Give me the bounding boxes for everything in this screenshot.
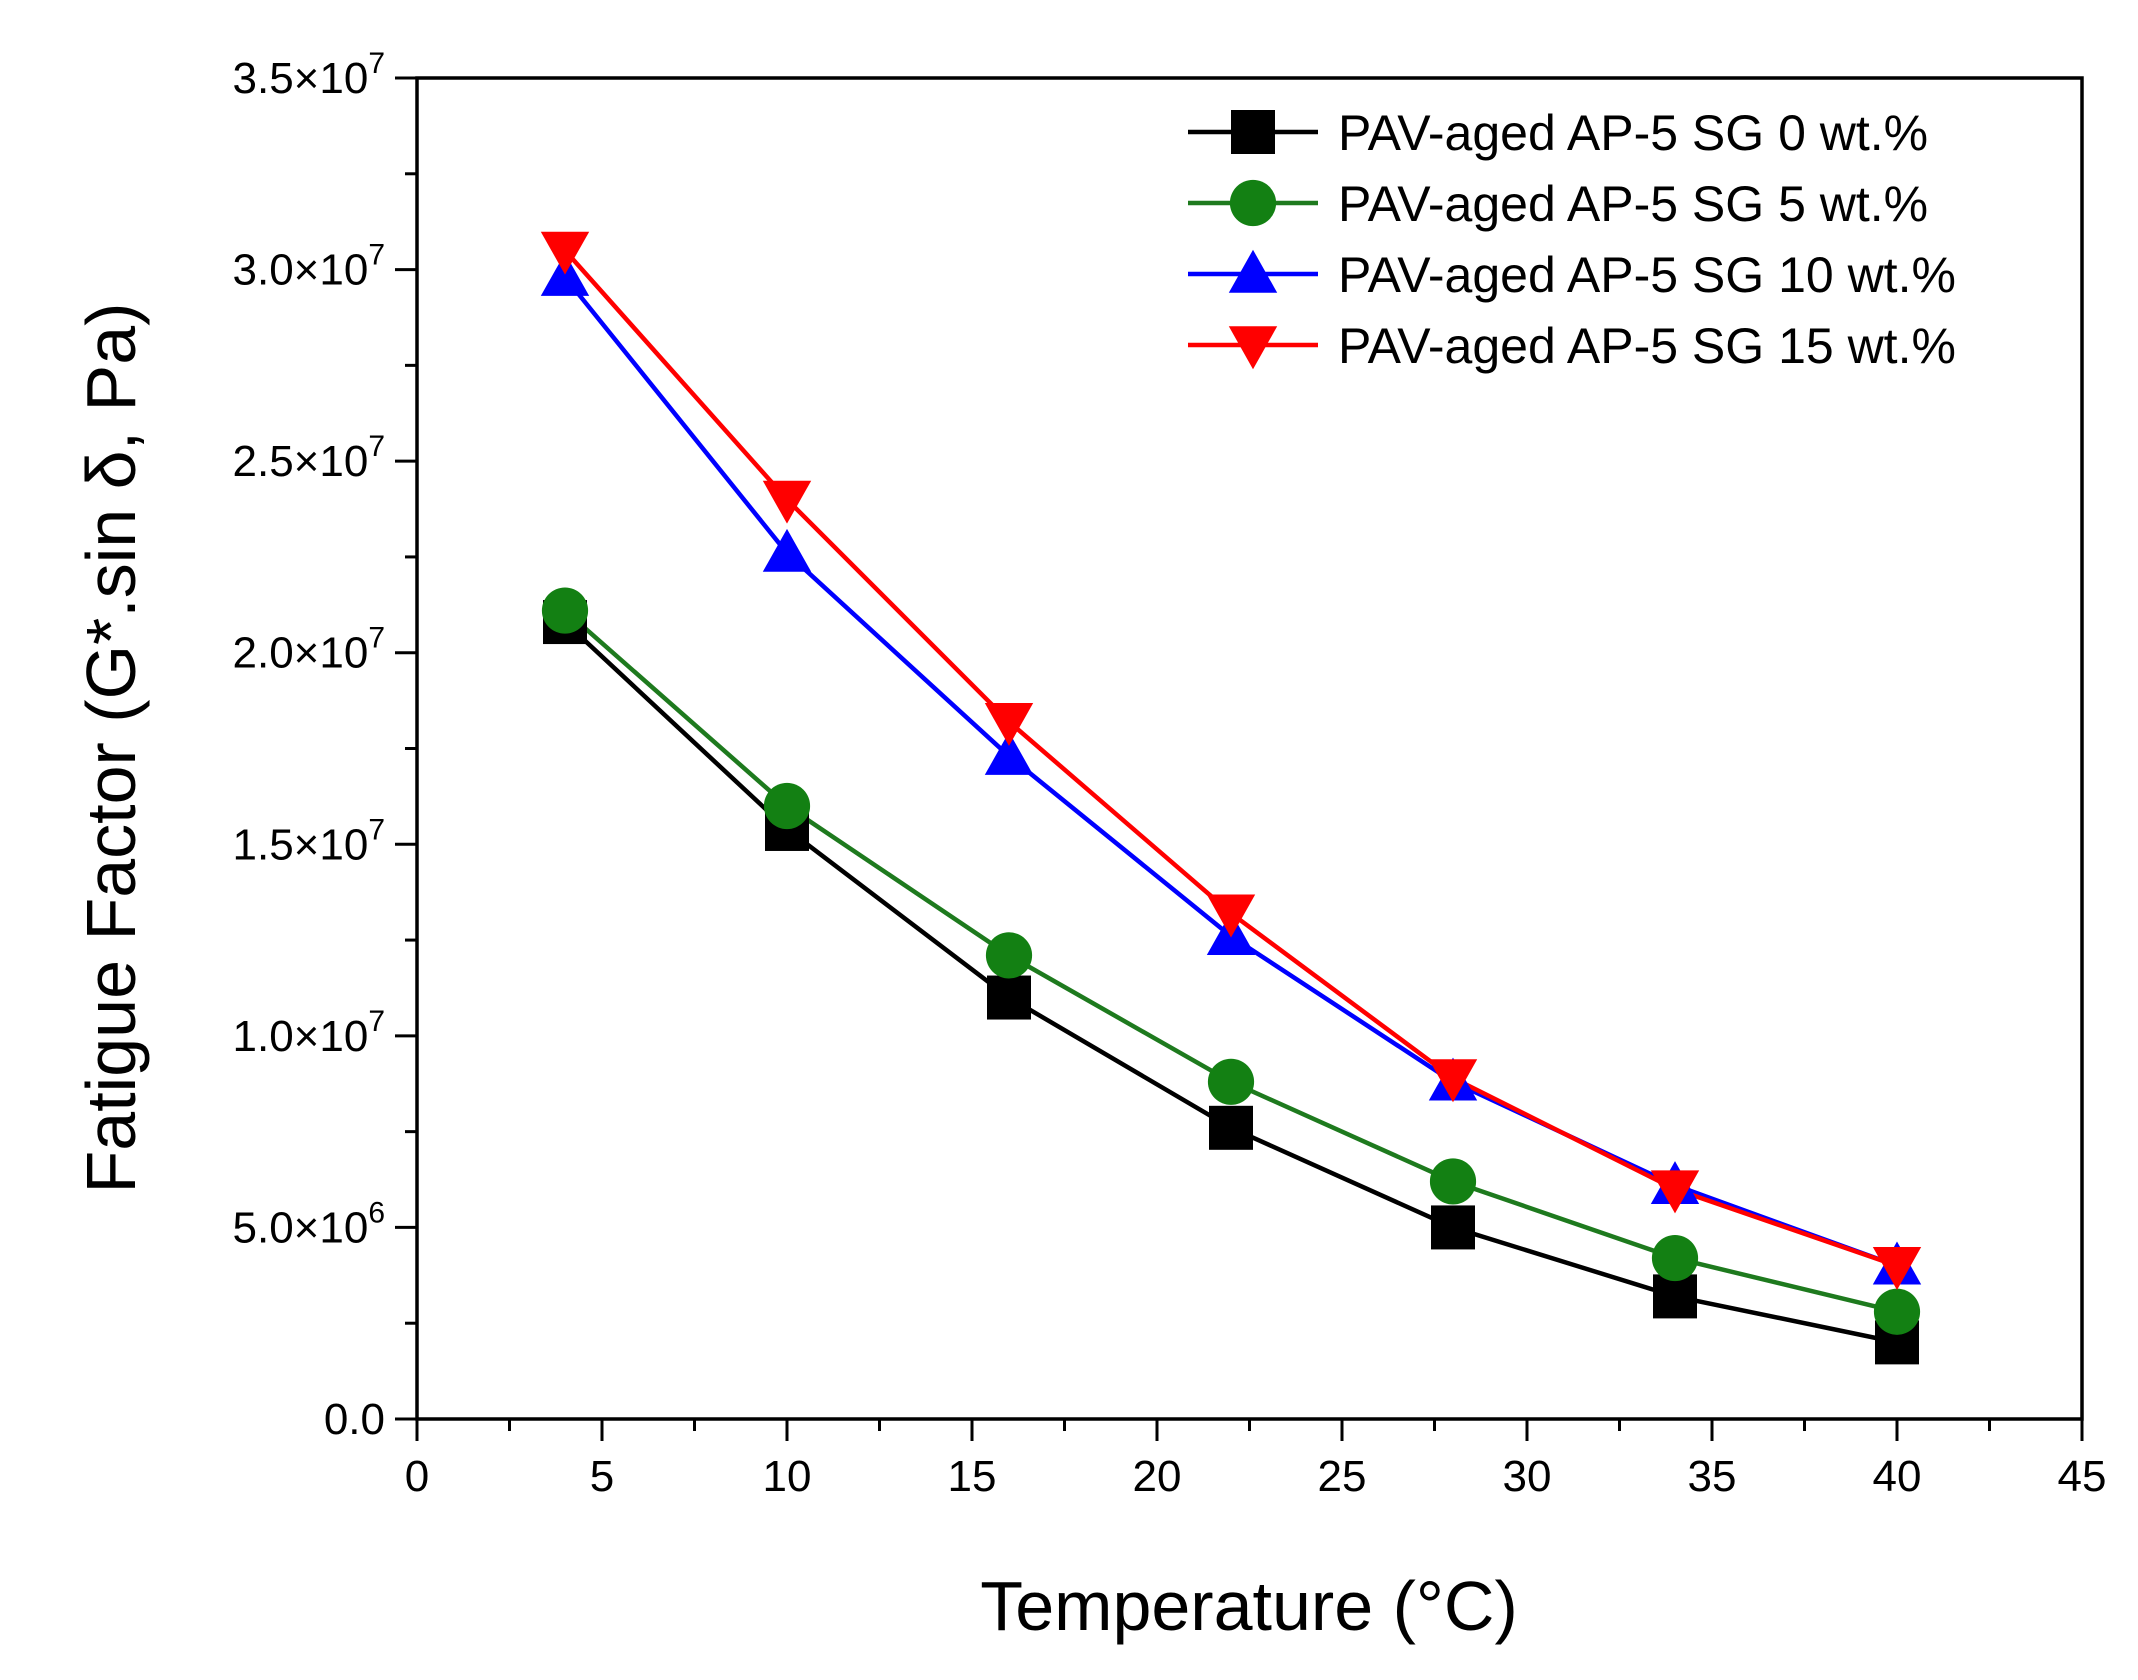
data-point-3 (762, 480, 812, 524)
y-axis-title: Fatigue Factor (G*.sin δ, Pa) (72, 303, 150, 1194)
data-point-0 (1209, 1105, 1253, 1150)
legend-marker (1228, 249, 1278, 293)
y-axis-ticks: 0.0 5.0×106 1.0×107 1.5×107 2.0×107 2.5×107 3.… (233, 47, 417, 1444)
y-tick-label: 1.0×107 (233, 1005, 386, 1061)
legend-label: PAV-aged AP-5 SG 0 wt.% (1338, 105, 1928, 161)
x-tick-label: 5 (590, 1452, 614, 1501)
x-tick-label: 10 (763, 1452, 812, 1501)
x-tick-label: 45 (2058, 1452, 2107, 1501)
data-point-0 (1431, 1205, 1475, 1250)
legend-marker (1229, 179, 1277, 227)
legend-label: PAV-aged AP-5 SG 5 wt.% (1338, 176, 1928, 232)
legend-marker (1228, 326, 1278, 370)
y-tick-label: 1.5×107 (233, 813, 386, 869)
data-point-1 (763, 782, 811, 830)
y-tick-label: 2.5×107 (233, 430, 386, 486)
x-tick-label: 20 (1133, 1452, 1182, 1501)
y-tick-label: 5.0×106 (233, 1196, 386, 1252)
data-point-1 (541, 587, 589, 634)
x-tick-label: 25 (1318, 1452, 1367, 1501)
x-tick-label: 0 (405, 1452, 429, 1501)
data-point-1 (1207, 1058, 1255, 1105)
data-point-1 (985, 932, 1033, 979)
legend-marker (1231, 110, 1275, 154)
x-axis-title: Temperature (°C) (980, 1567, 1518, 1645)
data-point-3 (984, 702, 1034, 746)
x-tick-label: 40 (1873, 1452, 1922, 1501)
data-point-1 (1429, 1158, 1477, 1205)
x-tick-label: 35 (1688, 1452, 1737, 1501)
data-point-1 (1651, 1234, 1699, 1282)
legend-item-3: PAV-aged AP-5 SG 15 wt.% (1188, 318, 1956, 374)
x-axis-ticks: 0 5 10 15 20 25 30 35 40 45 (405, 1419, 2107, 1501)
legend-item-0: PAV-aged AP-5 SG 0 wt.% (1188, 105, 1928, 161)
y-tick-label: 2.0×107 (233, 622, 386, 678)
x-tick-label: 30 (1503, 1452, 1552, 1501)
legend-label: PAV-aged AP-5 SG 10 wt.% (1338, 247, 1956, 303)
legend-label: PAV-aged AP-5 SG 15 wt.% (1338, 318, 1956, 374)
data-point-1 (1873, 1288, 1921, 1335)
data-point-0 (1653, 1274, 1697, 1319)
legend: PAV-aged AP-5 SG 0 wt.% PAV-aged AP-5 SG … (1188, 105, 1956, 374)
x-tick-label: 15 (948, 1452, 997, 1501)
series-markers (540, 231, 1922, 1365)
data-point-3 (540, 231, 590, 275)
data-point-3 (1872, 1247, 1922, 1290)
data-point-2 (984, 731, 1034, 775)
data-point-3 (1428, 1059, 1478, 1103)
data-point-3 (1650, 1170, 1700, 1214)
data-point-2 (762, 528, 812, 572)
y-tick-label: 3.5×107 (233, 47, 386, 103)
data-point-3 (1206, 894, 1256, 938)
y-tick-label: 0.0 (324, 1395, 385, 1444)
legend-item-1: PAV-aged AP-5 SG 5 wt.% (1188, 176, 1928, 232)
legend-item-2: PAV-aged AP-5 SG 10 wt.% (1188, 247, 1956, 303)
y-tick-label: 3.0×107 (233, 239, 386, 295)
data-point-0 (987, 975, 1031, 1020)
